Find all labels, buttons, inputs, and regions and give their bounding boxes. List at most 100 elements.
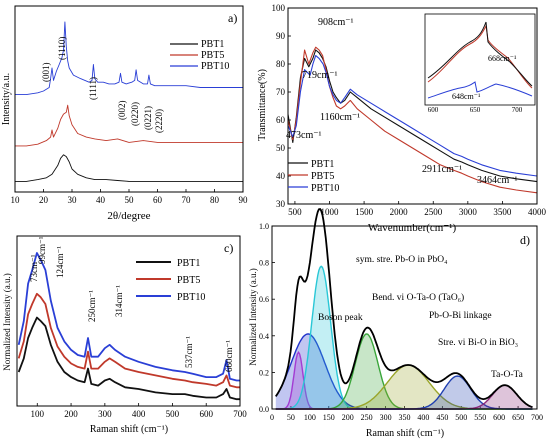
x-tick-label: 100 [31, 409, 45, 419]
label-719: 719cm⁻¹ [302, 70, 338, 81]
panel-a-miller-indices: (001) (1110) (1111) (002) (0220) (0221) … [41, 37, 164, 133]
y-tick-label: 0.8 [259, 259, 269, 268]
x-tick-label: 600 [493, 413, 505, 422]
x-tick-label: 2000 [390, 207, 409, 217]
series-line-pbt5 [287, 46, 538, 194]
x-tick-label: 60 [153, 195, 163, 205]
index-001: (001) [41, 63, 51, 83]
x-tick-label: 80 [210, 195, 220, 205]
x-tick-label: 400 [417, 413, 429, 422]
panel-c-ticks: 100 200 300 400 500 600 700 [31, 403, 247, 419]
assign-bio3: Stre. vi Bi-O in BiO₃ [438, 338, 518, 348]
x-tick-label: 500 [455, 413, 467, 422]
x-tick-label: 300 [380, 413, 392, 422]
x-tick-label: 4000 [528, 207, 547, 217]
panel-a-series [15, 21, 243, 182]
legend-label-pbt10: PBT10 [311, 183, 339, 194]
x-tick-label: 200 [342, 413, 354, 422]
panel-a-legend: PBT1 PBT5 PBT10 [170, 39, 229, 72]
panel-c-peak-labels: 73cm⁻¹ 99cm⁻¹ 124cm⁻¹ 250cm⁻¹ 314cm⁻¹ 53… [29, 236, 234, 372]
label-250: 250cm⁻¹ [87, 290, 97, 322]
x-tick-label: 200 [64, 409, 78, 419]
panel-c-y-axis-label: Normalized Intensity (a.u.) [2, 273, 12, 370]
label-473: 473cm⁻¹ [286, 130, 322, 141]
panel-b-legend: PBT1 PBT5 PBT10 [288, 159, 339, 194]
label-124: 124cm⁻¹ [55, 246, 65, 278]
panel-d-deconvolution: 0 50 100 150 200 250 300 350 400 450 500 550 600 650 7… [248, 207, 543, 439]
x-tick-label: 40 [96, 195, 106, 205]
x-tick-label: 500 [166, 409, 180, 419]
y-tick-label: 100 [272, 3, 286, 13]
y-tick-label: 0.6 [259, 295, 269, 304]
inset-pbt1-line [427, 21, 533, 87]
label-73: 73cm⁻¹ [29, 254, 39, 282]
panel-c-label: c) [224, 241, 233, 255]
panel-a-frame [14, 5, 244, 193]
series-line-pbt1 [287, 49, 538, 183]
legend-label-pbt5: PBT5 [311, 171, 334, 182]
x-tick-label: 90 [239, 195, 249, 205]
x-tick-label: 400 [132, 409, 146, 419]
series-line-pbt5 [17, 292, 240, 389]
legend-label-pbt1: PBT1 [201, 39, 224, 50]
assign-tao6: Bend. vi O-Ta-O (TaO₆) [372, 292, 464, 303]
legend-label-pbt1: PBT1 [177, 258, 200, 269]
index-002: (002) [117, 101, 127, 121]
panel-d-ticks: 0 50 100 150 200 250 300 350 400 450 500 550 600 650 7… [259, 222, 543, 422]
x-tick-label: 700 [531, 413, 543, 422]
panel-d-label: d) [520, 233, 530, 247]
panel-c-frame [16, 235, 241, 407]
label-537: 537cm⁻¹ [184, 336, 194, 368]
x-tick-label: 3000 [459, 207, 478, 217]
inset-tick-650: 650 [470, 106, 481, 114]
assign-pb-o-bi: Pb-O-Bi linkage [429, 311, 492, 321]
x-tick-label: 50 [287, 413, 295, 422]
y-tick-label: 60 [276, 115, 286, 125]
panel-d-y-axis-label: Normalized Intensity (a.u.) [248, 268, 258, 365]
peak-fill-5 [275, 376, 533, 409]
assign-pbo4: sym. stre. Pb-O in PbO₄ [356, 255, 447, 265]
panel-d-x-axis-label: Raman shift (cm⁻¹) [366, 428, 444, 439]
x-tick-label: 2500 [424, 207, 443, 217]
x-tick-label: 100 [304, 413, 316, 422]
series-line-pbt1 [17, 316, 240, 401]
x-tick-label: 500 [288, 207, 302, 217]
panel-b-y-axis-label: Transmittance(%) [257, 69, 268, 141]
series-line-pbt5 [15, 104, 243, 147]
y-tick-label: 0.0 [259, 405, 269, 414]
y-tick-label: 90 [276, 31, 286, 41]
panel-b-frame [287, 7, 538, 205]
index-1111: (1111) [88, 77, 98, 100]
peak-fill-6 [275, 385, 533, 409]
inset-tick-600: 600 [428, 106, 439, 114]
index-0221: (0221) [143, 106, 153, 130]
x-tick-label: 20 [39, 195, 49, 205]
panel-a-xrd: 10 20 30 40 50 60 70 80 90 a) Intensity/a.u. 2θ/… [1, 5, 249, 222]
legend-label-pbt1: PBT1 [311, 159, 334, 170]
inset-label-668: 668cm⁻¹ [488, 54, 517, 63]
panel-a-x-axis-label: 2θ/degree [107, 210, 150, 222]
assign-boson: Boson peak [318, 313, 363, 323]
inset-tick-700: 700 [512, 106, 523, 114]
y-tick-label: 80 [276, 59, 286, 69]
panel-b-peak-labels: 908cm⁻¹ 719cm⁻¹ 473cm⁻¹ 1160cm⁻¹ 2911cm⁻… [286, 17, 518, 186]
x-tick-label: 650 [512, 413, 524, 422]
fit-envelope-curve [275, 207, 533, 409]
y-tick-label: 50 [276, 143, 286, 153]
panel-b-x-axis-label: Wavenumber(cm⁻¹) [368, 222, 457, 234]
x-tick-label: 450 [436, 413, 448, 422]
index-2220: (2220) [154, 109, 164, 133]
inset-label-648: 648cm⁻¹ [452, 92, 481, 101]
peak-fill-4 [275, 365, 533, 409]
panel-a-ticks: 10 20 30 40 50 60 70 80 90 [11, 189, 249, 205]
panel-a-label: a) [228, 11, 237, 25]
label-2911: 2911cm⁻¹ [422, 164, 462, 175]
label-660: 660cm⁻¹ [224, 340, 234, 372]
x-tick-label: 30 [68, 195, 78, 205]
panel-b-ticks: 500 1000 1500 2000 2500 3000 3500 4000 30 40 50 60 7… [272, 3, 547, 217]
assign-ta-o-ta: Ta-O-Ta [491, 370, 524, 380]
x-tick-label: 600 [199, 409, 213, 419]
panel-a-y-axis-label: Intensity/a.u. [1, 73, 12, 125]
inset-pbt10-line [427, 81, 533, 99]
panel-b-inset: 668cm⁻¹ 648cm⁻¹ 600 650 700 [424, 13, 536, 114]
